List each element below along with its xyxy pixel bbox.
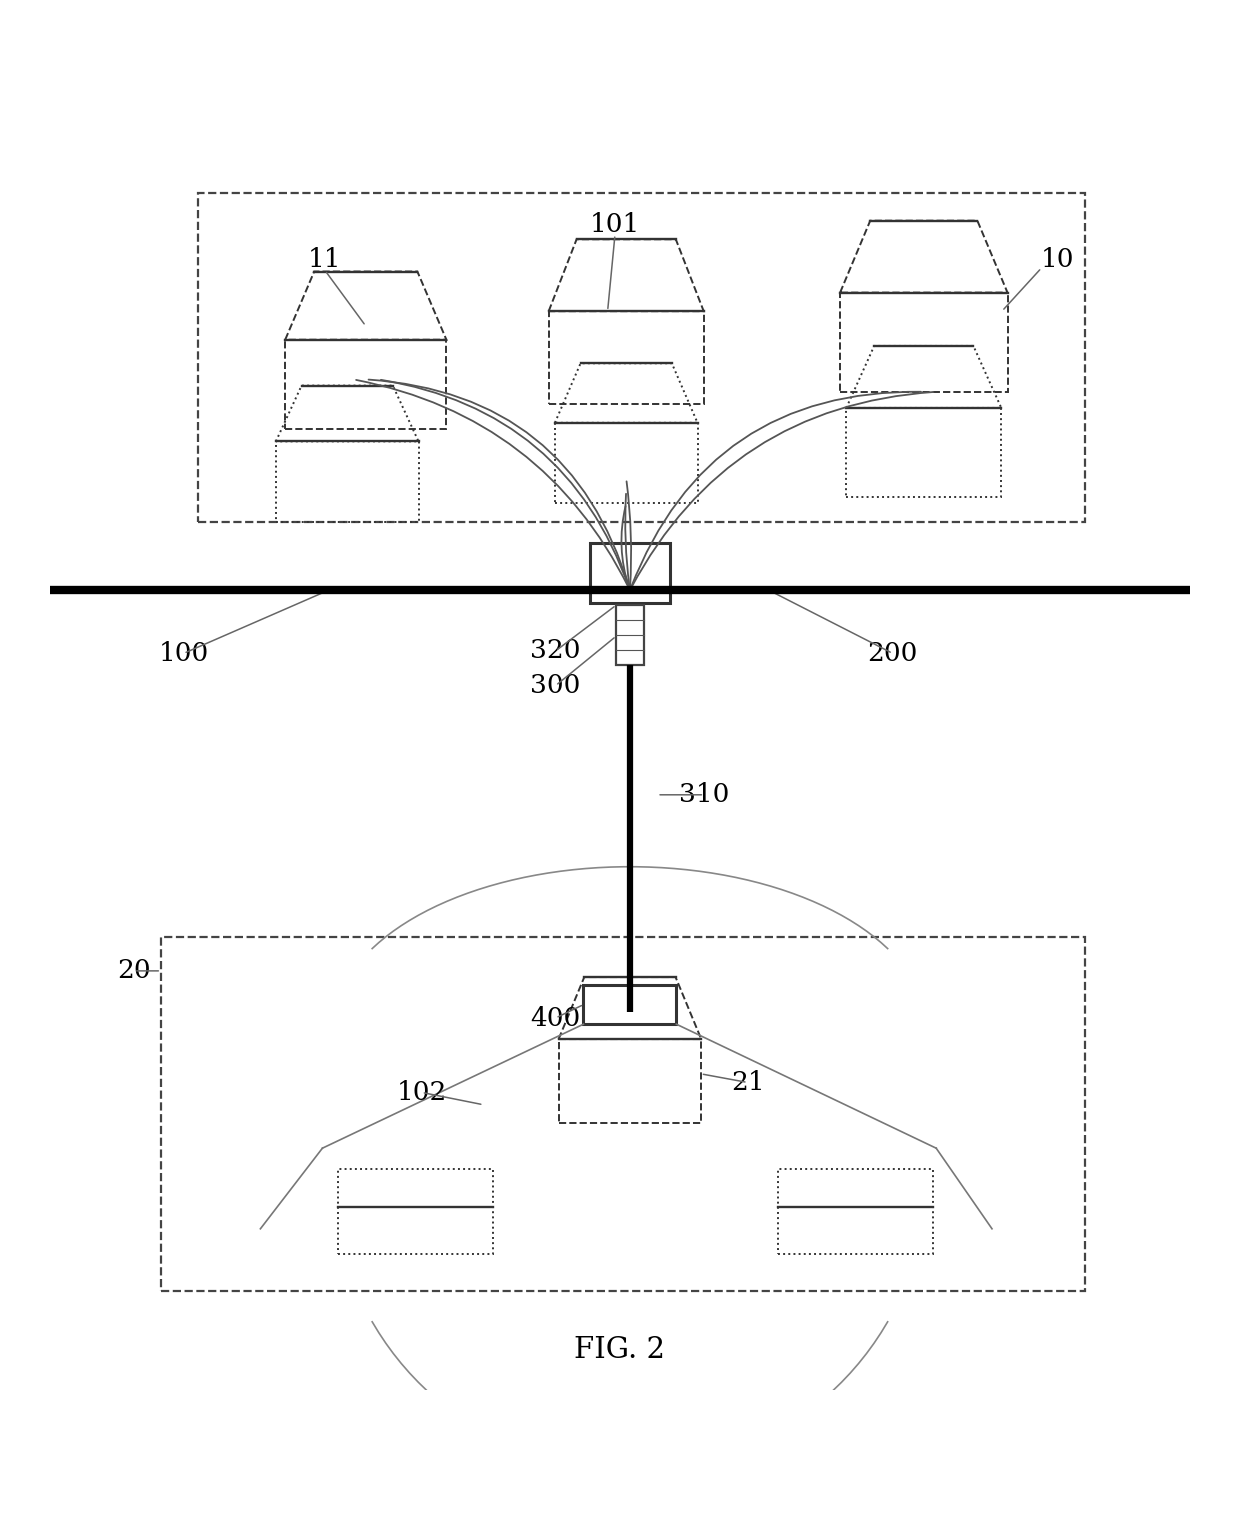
Text: 100: 100 xyxy=(159,641,208,665)
Text: 400: 400 xyxy=(531,1006,580,1030)
Text: 11: 11 xyxy=(308,246,342,271)
Text: 101: 101 xyxy=(590,213,640,237)
Text: 20: 20 xyxy=(117,958,151,984)
Text: 102: 102 xyxy=(397,1080,446,1104)
Text: 300: 300 xyxy=(531,673,580,698)
Text: FIG. 2: FIG. 2 xyxy=(574,1337,666,1364)
Text: 320: 320 xyxy=(531,639,580,664)
Text: 21: 21 xyxy=(730,1070,765,1095)
Text: 10: 10 xyxy=(1040,246,1075,271)
Text: 310: 310 xyxy=(680,782,729,807)
Text: 200: 200 xyxy=(868,641,918,665)
